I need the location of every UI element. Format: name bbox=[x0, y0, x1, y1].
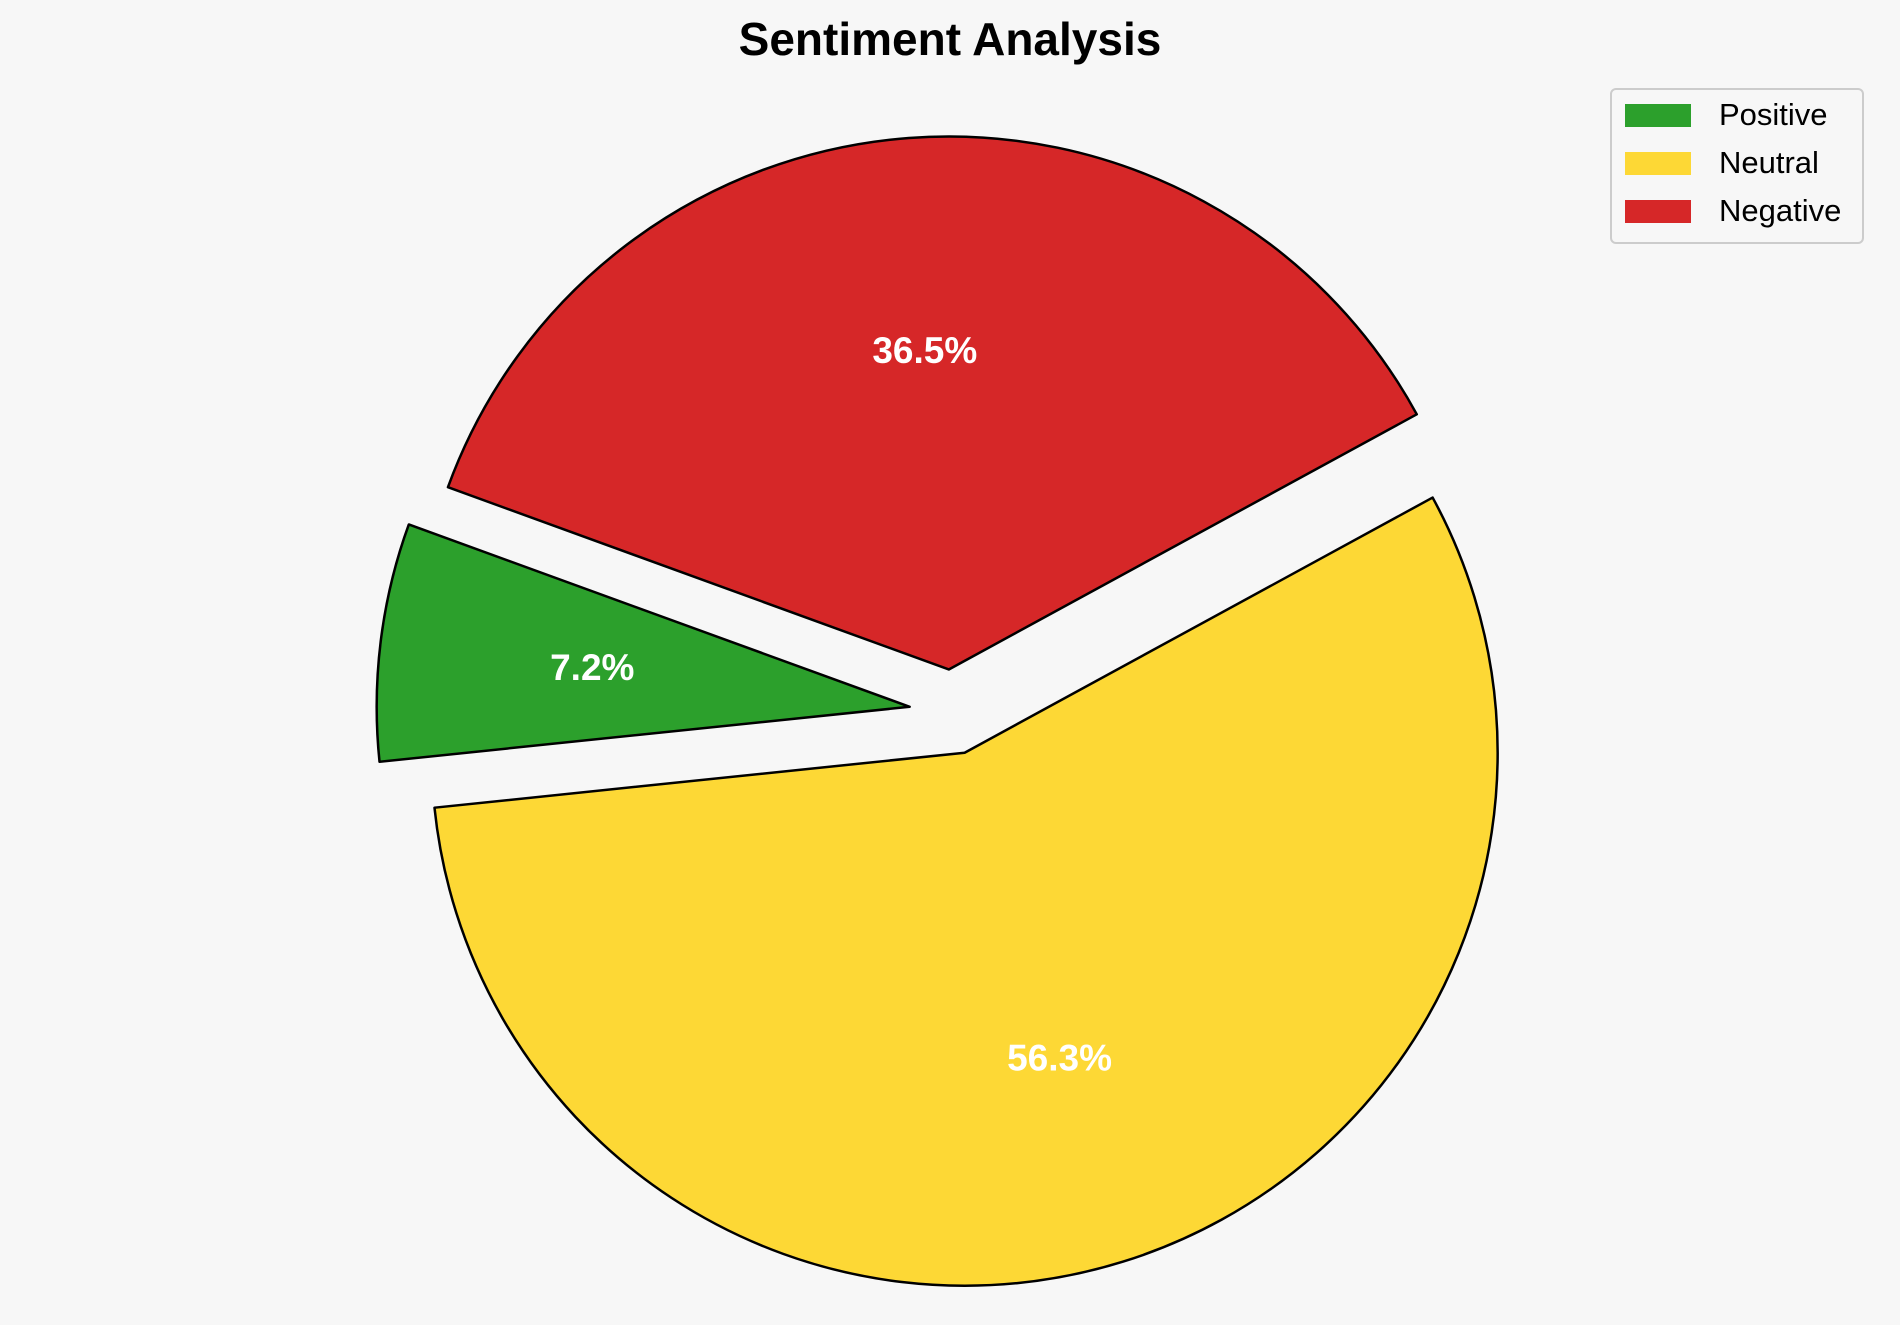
chart-title: Sentiment Analysis bbox=[739, 13, 1162, 65]
legend-label-neutral: Neutral bbox=[1719, 145, 1819, 180]
legend-label-positive: Positive bbox=[1719, 97, 1828, 132]
legend-item-negative: Negative bbox=[1625, 193, 1841, 228]
pie-slice-negative bbox=[446, 135, 1419, 671]
pie-slice-positive bbox=[375, 523, 911, 763]
legend-item-neutral: Neutral bbox=[1625, 145, 1819, 180]
slice-label-negative: 36.5% bbox=[872, 330, 977, 371]
legend-entries: Positive Neutral Negative bbox=[1625, 97, 1841, 228]
legend-swatch-negative bbox=[1625, 200, 1691, 223]
legend-label-negative: Negative bbox=[1719, 193, 1841, 228]
legend-item-positive: Positive bbox=[1625, 97, 1828, 132]
slices-layer bbox=[375, 135, 1499, 1287]
legend-swatch-positive bbox=[1625, 104, 1691, 127]
slice-label-neutral: 56.3% bbox=[1007, 1038, 1112, 1079]
slice-labels-layer: 7.2% 56.3% 36.5% bbox=[550, 330, 1112, 1079]
slice-label-positive: 7.2% bbox=[550, 647, 634, 688]
legend: Positive Neutral Negative bbox=[1610, 88, 1864, 244]
legend-swatch-neutral bbox=[1625, 152, 1691, 175]
pie-slice-neutral bbox=[433, 496, 1499, 1287]
